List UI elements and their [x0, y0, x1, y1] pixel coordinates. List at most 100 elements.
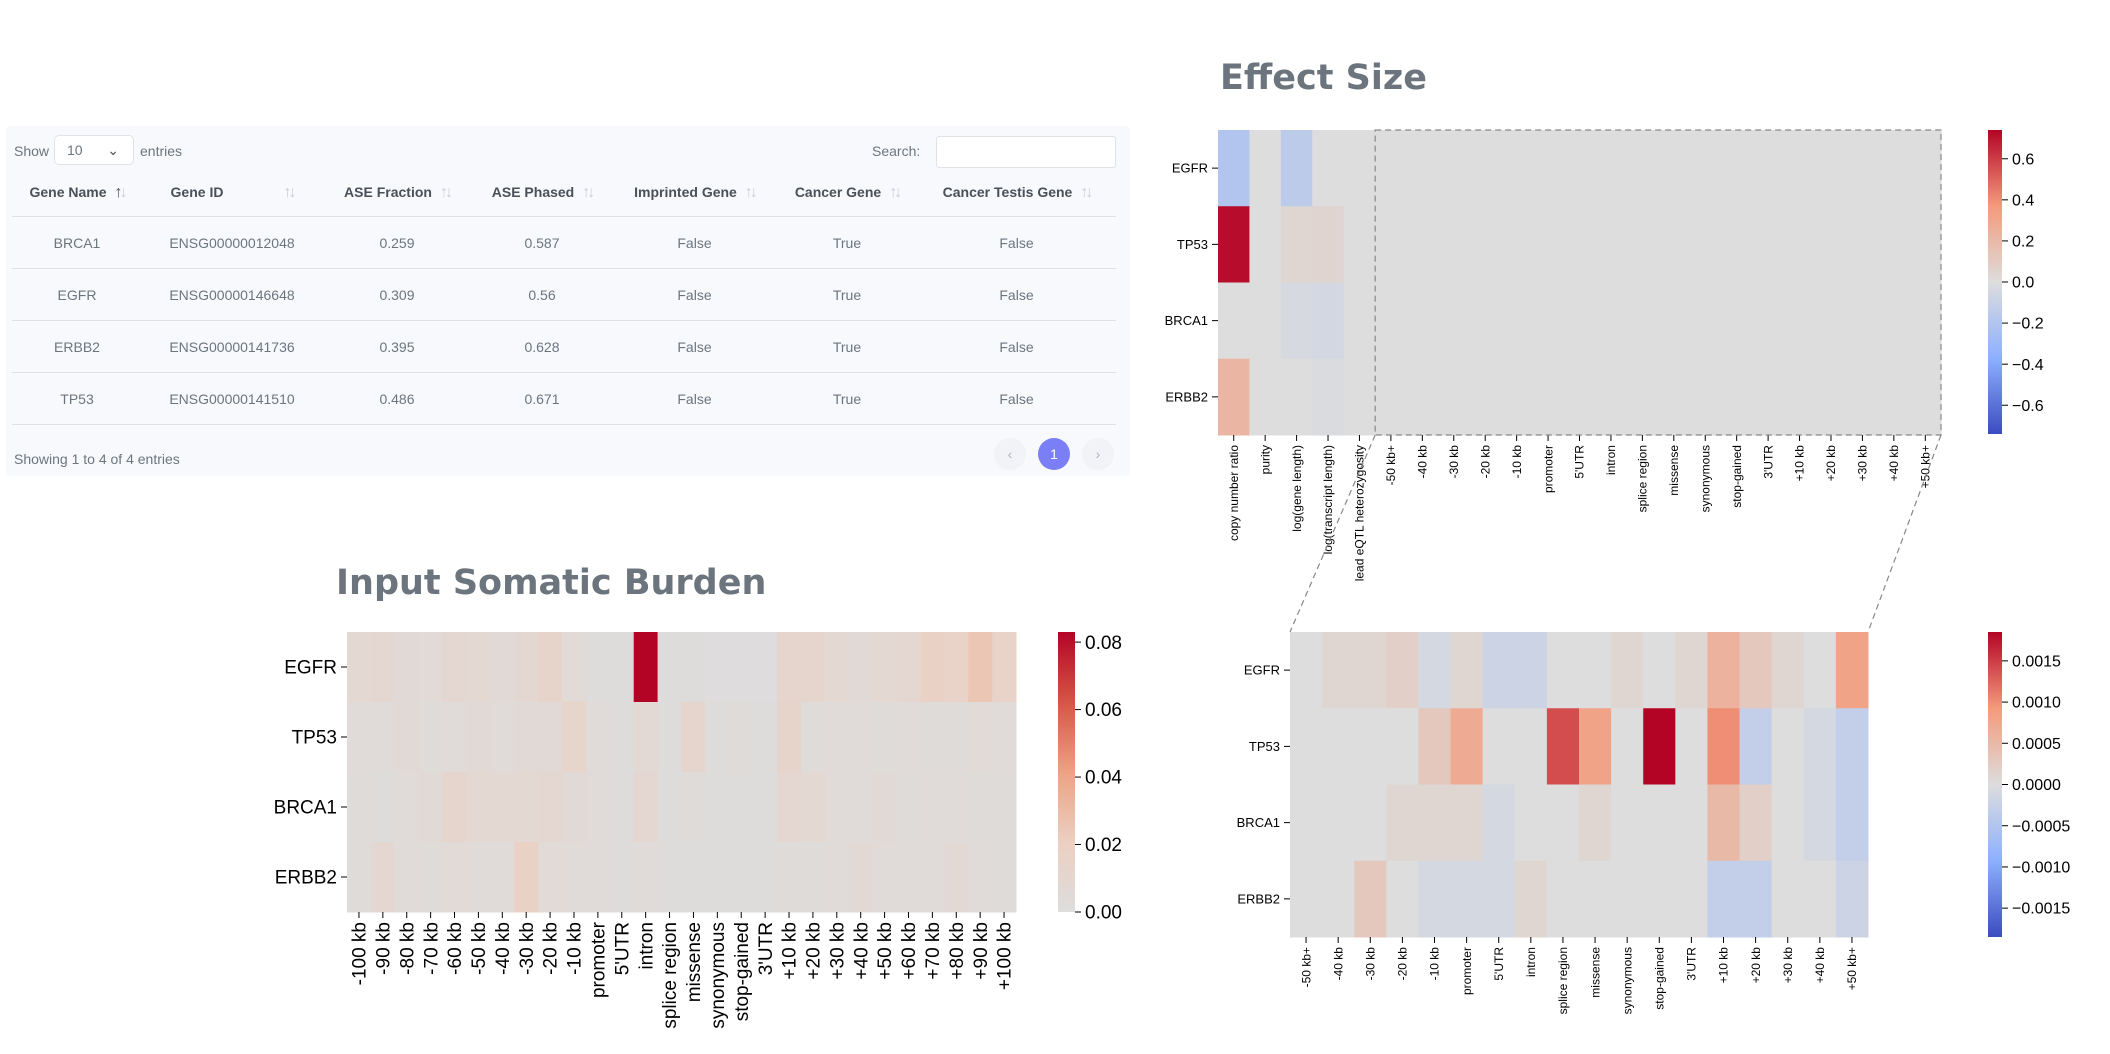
- heatmap-cell: [442, 772, 467, 843]
- entries-length-select[interactable]: 10 ⌄: [54, 135, 134, 165]
- heatmap-cell: [1532, 206, 1565, 283]
- column-label: intron: [636, 922, 657, 970]
- heatmap-cell: [1375, 206, 1408, 283]
- heatmap-cell: [896, 632, 921, 703]
- row-label: ERBB2: [275, 868, 337, 889]
- colorbar-label: 0.08: [1085, 633, 1122, 654]
- column-header-gene-id[interactable]: Gene ID ↑↓: [142, 170, 322, 217]
- column-header-gene-name[interactable]: Gene Name ↑↓: [12, 170, 142, 217]
- heatmap-cell: [896, 842, 921, 913]
- pagination-prev-button[interactable]: ‹: [994, 438, 1026, 470]
- column-label: splice region: [1636, 445, 1650, 512]
- heatmap-cell: [1846, 358, 1879, 436]
- heatmap-zoom: EGFR TP53 BRCA1 ERBB2 -50 kb+ -40 kb -30 kb -20…: [1237, 632, 2070, 1014]
- heatmap-cell: [1720, 358, 1753, 436]
- heatmap-cell: [1626, 358, 1659, 436]
- column-label: -50 kb: [469, 922, 490, 975]
- heatmap-cell: [585, 632, 611, 703]
- heatmap-cell: [1579, 784, 1612, 862]
- heatmap-cell: [1771, 860, 1805, 938]
- heatmap-cell: [514, 632, 539, 703]
- heatmap-cell: [609, 772, 635, 843]
- table-row[interactable]: ERBB2 ENSG00000141736 0.395 0.628 False …: [12, 320, 1116, 373]
- heatmap-cell: [1909, 282, 1942, 360]
- heatmap-cell: [1354, 860, 1387, 938]
- heatmap-cell: [1469, 282, 1502, 360]
- heatmap-cell: [1386, 860, 1419, 938]
- heatmap-cell: [1563, 358, 1596, 436]
- somatic-burden-title: Input Somatic Burden: [336, 563, 767, 603]
- heatmap-cell: [657, 772, 682, 843]
- heatmap-cell: [1312, 282, 1345, 360]
- search-input[interactable]: [936, 136, 1116, 168]
- heatmap-cell: [1909, 206, 1942, 283]
- heatmap-cell: [585, 702, 611, 773]
- column-header-cancer-gene[interactable]: Cancer Gene ↑↓: [777, 170, 917, 217]
- column-label: -60 kb: [445, 922, 466, 975]
- column-label: +100 kb: [995, 922, 1016, 990]
- colorbar-label: 0.0000: [2012, 777, 2061, 794]
- heatmap-cell: [848, 632, 874, 703]
- heatmap-cell: [1469, 358, 1502, 436]
- heatmap-cell: [896, 702, 921, 773]
- cell-ase-phased: 0.56: [472, 268, 612, 321]
- table-row[interactable]: TP53 ENSG00000141510 0.486 0.671 False T…: [12, 372, 1116, 425]
- pagination-next-button[interactable]: ›: [1082, 438, 1114, 470]
- heatmap-cell: [609, 632, 635, 703]
- heatmap-cell: [585, 842, 611, 913]
- table-row[interactable]: BRCA1 ENSG00000012048 0.259 0.587 False …: [12, 216, 1116, 269]
- heatmap-cell: [944, 702, 969, 773]
- heatmap-cell: [538, 632, 563, 703]
- heatmap-cell: [1611, 860, 1644, 938]
- column-label: +70 kb: [923, 922, 944, 980]
- heatmap-cell: [1438, 282, 1470, 360]
- column-header-ase-phased[interactable]: ASE Phased ↑↓: [472, 170, 612, 217]
- heatmap-cell: [1611, 708, 1644, 785]
- zoom-connector-right: [1867, 434, 1942, 633]
- heatmap-cell: [1739, 860, 1773, 938]
- column-label: missense: [1588, 947, 1602, 998]
- heatmap-cell: [347, 632, 372, 703]
- heatmap-cell: [1771, 632, 1805, 709]
- column-label: -30 kb: [1447, 445, 1461, 479]
- heatmap-cell: [1482, 632, 1516, 709]
- heatmap-cell: [1643, 708, 1676, 785]
- heatmap-cell: [968, 632, 993, 703]
- heatmap-cell: [1218, 358, 1250, 436]
- heatmap-cell: [514, 772, 539, 843]
- gene-table-card: Show 10 ⌄ entries Search: Gene Name ↑↓ Ge…: [6, 126, 1130, 476]
- heatmap-cell: [1418, 632, 1452, 709]
- colorbar-label: −0.2: [2012, 316, 2044, 333]
- heatmap-cell: [800, 702, 826, 773]
- heatmap-cell: [1611, 632, 1644, 709]
- column-label: missense: [1667, 445, 1681, 496]
- cell-ase-phased: 0.671: [472, 372, 612, 425]
- pagination-page-1-button[interactable]: 1: [1038, 438, 1070, 470]
- column-header-imprinted-gene[interactable]: Imprinted Gene ↑↓: [612, 170, 777, 217]
- column-label: synonymous: [1620, 947, 1634, 1014]
- column-label: -20 kb: [541, 922, 562, 975]
- column-header-label: ASE Phased: [491, 184, 575, 200]
- heatmap-cell: [1532, 282, 1565, 360]
- column-header-cancer-testis-gene[interactable]: Cancer Testis Gene ↑↓: [917, 170, 1116, 217]
- column-label: 5'UTR: [1492, 947, 1506, 981]
- table-row[interactable]: EGFR ENSG00000146648 0.309 0.56 False Tr…: [12, 268, 1116, 321]
- gene-table: Gene Name ↑↓ Gene ID ↑↓ ASE Fraction ↑↓ ASE…: [12, 170, 1116, 425]
- heatmap-cell: [920, 842, 945, 913]
- heatmap-cell: [1675, 708, 1708, 785]
- column-label: -10 kb: [1510, 445, 1524, 479]
- heatmap-cell: [538, 702, 563, 773]
- colorbar-label: 0.2: [2012, 234, 2034, 251]
- cell-cancer-gene: True: [777, 216, 917, 269]
- row-label: EGFR: [284, 658, 337, 679]
- sort-icon: ↑↓: [439, 184, 453, 201]
- heatmap-cell: [370, 632, 396, 703]
- heatmap-cell: [466, 842, 491, 913]
- heatmap-cell: [538, 772, 563, 843]
- heatmap-cell: [777, 772, 802, 843]
- column-header-ase-fraction[interactable]: ASE Fraction ↑↓: [322, 170, 472, 217]
- heatmap-cell: [1482, 784, 1516, 862]
- heatmap-cell: [1752, 130, 1785, 207]
- column-label: +50 kb+: [1845, 947, 1859, 990]
